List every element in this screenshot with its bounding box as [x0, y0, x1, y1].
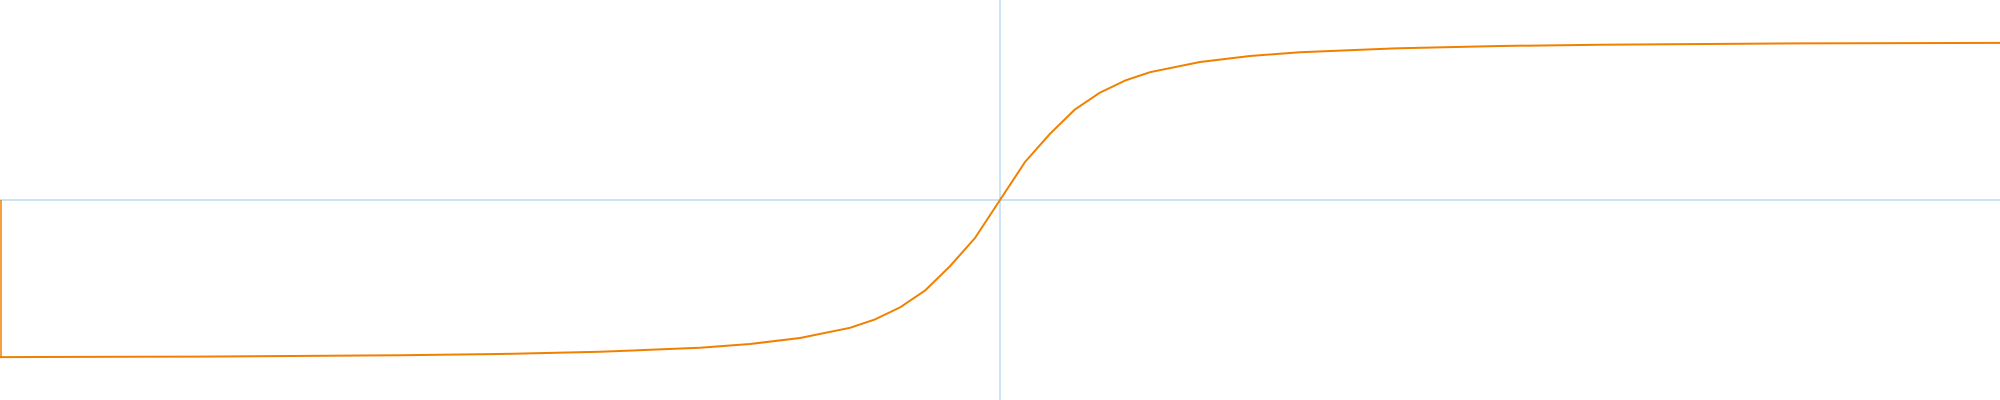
series-line	[0, 41, 2000, 359]
